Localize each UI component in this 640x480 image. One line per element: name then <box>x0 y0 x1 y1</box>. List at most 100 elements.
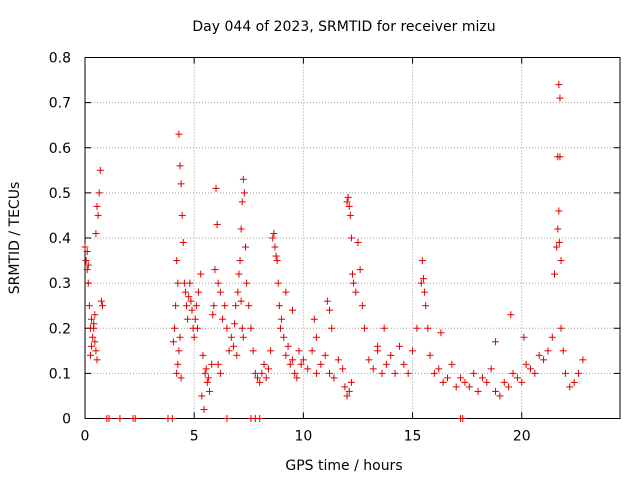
data-point <box>242 243 249 251</box>
data-point <box>555 207 563 215</box>
data-point <box>97 297 105 305</box>
data-point <box>233 351 241 359</box>
data-point <box>105 415 113 422</box>
data-point <box>459 415 467 422</box>
data-point <box>90 324 98 332</box>
data-point <box>249 347 257 355</box>
data-point <box>258 369 266 377</box>
data-point <box>192 302 200 310</box>
data-point <box>430 369 438 377</box>
y-tick-label: 0.3 <box>49 276 71 292</box>
x-tick-label: 5 <box>190 429 199 445</box>
data-point <box>83 248 91 256</box>
data-point <box>424 324 432 332</box>
data-point <box>184 315 192 323</box>
data-point <box>361 324 369 332</box>
data-point <box>271 243 279 251</box>
data-point <box>86 351 94 359</box>
data-point <box>199 351 207 359</box>
data-point <box>237 225 245 233</box>
data-point <box>288 306 296 314</box>
data-point <box>387 351 395 359</box>
y-tick-label: 0.1 <box>49 366 71 382</box>
data-point <box>223 324 231 332</box>
data-point <box>465 383 473 391</box>
data-point <box>274 279 282 287</box>
data-point <box>378 369 386 377</box>
y-axis-label: SRMTID / TECUs <box>7 182 23 295</box>
data-point <box>262 374 270 382</box>
data-point <box>95 189 103 197</box>
data-point <box>185 293 193 301</box>
data-point <box>409 347 417 355</box>
data-point <box>216 288 224 296</box>
data-point <box>487 365 495 373</box>
data-point <box>321 351 329 359</box>
data-point <box>85 302 93 310</box>
data-point <box>417 279 425 287</box>
data-point <box>312 333 320 341</box>
data-point <box>579 356 587 364</box>
data-point <box>326 306 334 314</box>
data-point <box>284 342 292 350</box>
data-point <box>187 297 195 305</box>
axis-ticks: 0 0.1 0.2 0.3 0.4 0.5 0.6 0.7 0.8 0 5 10 15 20 <box>49 51 620 445</box>
data-point <box>256 378 264 386</box>
data-point <box>413 324 421 332</box>
data-point <box>422 302 430 310</box>
y-tick-label: 0 <box>62 412 71 428</box>
data-point <box>492 387 500 395</box>
data-point <box>344 193 352 201</box>
data-point <box>317 360 325 368</box>
data-point <box>347 378 355 386</box>
data-point <box>238 198 246 206</box>
data-point <box>96 166 104 174</box>
data-point <box>349 270 356 278</box>
data-point <box>308 347 316 355</box>
data-point <box>293 374 301 382</box>
data-point <box>223 415 231 422</box>
data-point <box>330 374 338 382</box>
x-tick-label: 0 <box>81 429 90 445</box>
data-point <box>236 257 244 265</box>
data-point <box>555 81 563 89</box>
data-point <box>554 153 562 161</box>
data-point <box>382 360 390 368</box>
data-point <box>208 360 216 368</box>
data-point <box>211 266 219 274</box>
data-point <box>172 302 180 310</box>
data-point <box>540 356 548 364</box>
data-point <box>88 342 96 350</box>
data-point <box>304 365 312 373</box>
data-point <box>280 333 288 341</box>
data-point <box>561 369 569 377</box>
data-point <box>559 347 567 355</box>
data-point <box>557 324 565 332</box>
data-point <box>235 270 243 278</box>
data-point <box>221 302 229 310</box>
data-point <box>82 257 90 265</box>
data-point <box>171 324 179 332</box>
data-point <box>426 351 434 359</box>
data-point <box>179 239 187 247</box>
data-point <box>492 338 500 346</box>
y-tick-label: 0.4 <box>49 231 71 247</box>
data-point <box>555 239 563 247</box>
data-point <box>297 360 305 368</box>
data-point <box>354 239 362 247</box>
data-point <box>191 315 199 323</box>
data-point <box>91 311 99 319</box>
data-point <box>83 266 91 274</box>
data-point <box>89 333 97 341</box>
data-point <box>264 365 272 373</box>
data-point <box>269 234 277 242</box>
data-point <box>214 360 222 368</box>
data-point <box>570 378 578 386</box>
data-point <box>247 324 255 332</box>
data-point <box>267 347 275 355</box>
data-point <box>380 324 388 332</box>
data-point <box>452 383 460 391</box>
data-point <box>270 229 278 237</box>
data-point <box>522 360 530 368</box>
data-point <box>421 288 429 296</box>
